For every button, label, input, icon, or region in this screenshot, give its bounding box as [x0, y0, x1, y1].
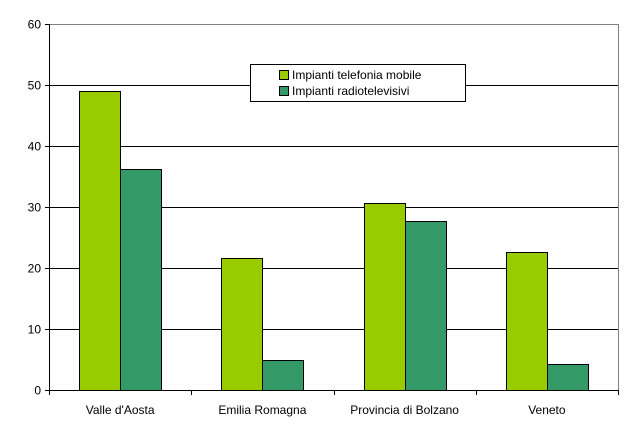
bar: [262, 360, 304, 391]
bar: [79, 91, 121, 391]
bar: [506, 252, 548, 391]
legend-label: Impianti telefonia mobile: [292, 68, 422, 82]
bar: [547, 364, 589, 391]
axes: [49, 24, 619, 395]
legend-item: Impianti telefonia mobile: [279, 67, 465, 83]
legend-swatch-icon: [279, 86, 289, 96]
bar: [364, 203, 406, 391]
y-tick-label: 30: [28, 201, 42, 215]
bars: [79, 91, 589, 391]
x-category-label: Provincia di Bolzano: [350, 403, 459, 417]
x-category-label: Emilia Romagna: [218, 403, 306, 417]
y-tick-label: 60: [28, 18, 42, 32]
x-axis-labels: Valle d'Aosta Emilia Romagna Provincia di …: [86, 403, 566, 417]
legend-label: Impianti radiotelevisivi: [292, 84, 410, 98]
x-category-label: Valle d'Aosta: [86, 403, 155, 417]
y-tick-label: 20: [28, 262, 42, 276]
y-tick-label: 50: [28, 79, 42, 93]
y-tick-label: 40: [28, 140, 42, 154]
bar: [221, 258, 263, 391]
y-tick-label: 0: [34, 384, 41, 398]
legend-swatch-icon: [279, 70, 289, 80]
y-tick-label: 10: [28, 323, 42, 337]
legend-item: Impianti radiotelevisivi: [279, 83, 465, 99]
bar: [405, 221, 447, 391]
x-category-label: Veneto: [528, 403, 566, 417]
y-axis-ticks: 0 10 20 30 40 50 60: [28, 18, 49, 398]
legend: Impianti telefonia mobile Impianti radio…: [250, 64, 466, 102]
bar: [120, 169, 162, 391]
